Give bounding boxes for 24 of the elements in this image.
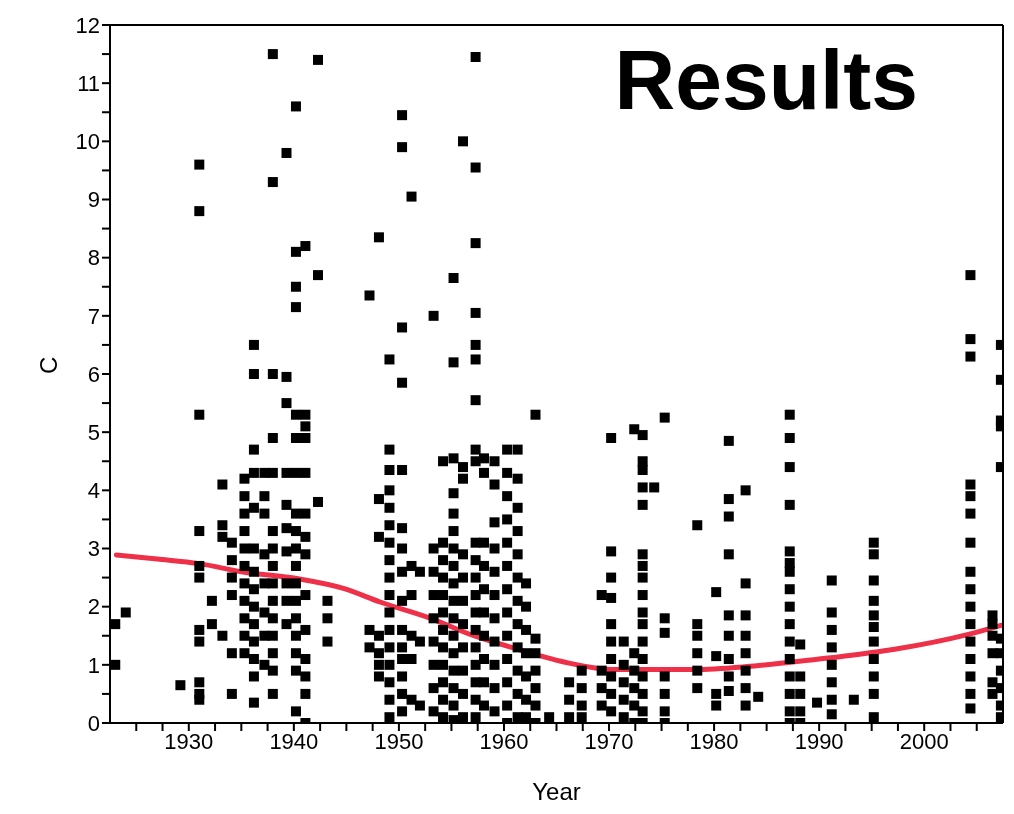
y-tick-label: 11	[77, 70, 100, 96]
x-tick-label: 1940	[269, 728, 319, 754]
y-tick-label: 1	[87, 652, 100, 678]
x-tick-label: 1970	[584, 728, 634, 754]
chart-title: Results	[614, 33, 918, 127]
y-tick-label: 10	[75, 129, 100, 155]
x-tick-label: 1990	[794, 728, 844, 754]
y-tick-label: 4	[87, 478, 100, 504]
x-tick-label: 1930	[164, 728, 214, 754]
x-axis-title: Year	[532, 778, 581, 805]
y-tick-label: 6	[87, 361, 100, 387]
y-tick-label: 9	[87, 187, 100, 213]
y-tick-label: 2	[87, 594, 100, 620]
y-axis-title: C	[34, 356, 62, 374]
y-tick-label: 0	[87, 710, 100, 736]
x-tick-label: 1950	[374, 728, 424, 754]
y-tick-label: 5	[87, 419, 100, 445]
x-tick-label: 2000	[899, 728, 949, 754]
y-tick-label: 8	[87, 245, 100, 271]
y-tick-label: 12	[75, 12, 100, 38]
y-tick-label: 7	[87, 303, 100, 329]
x-tick-label: 1980	[689, 728, 739, 754]
y-tick-label: 3	[87, 536, 100, 562]
x-tick-label: 1960	[479, 728, 529, 754]
